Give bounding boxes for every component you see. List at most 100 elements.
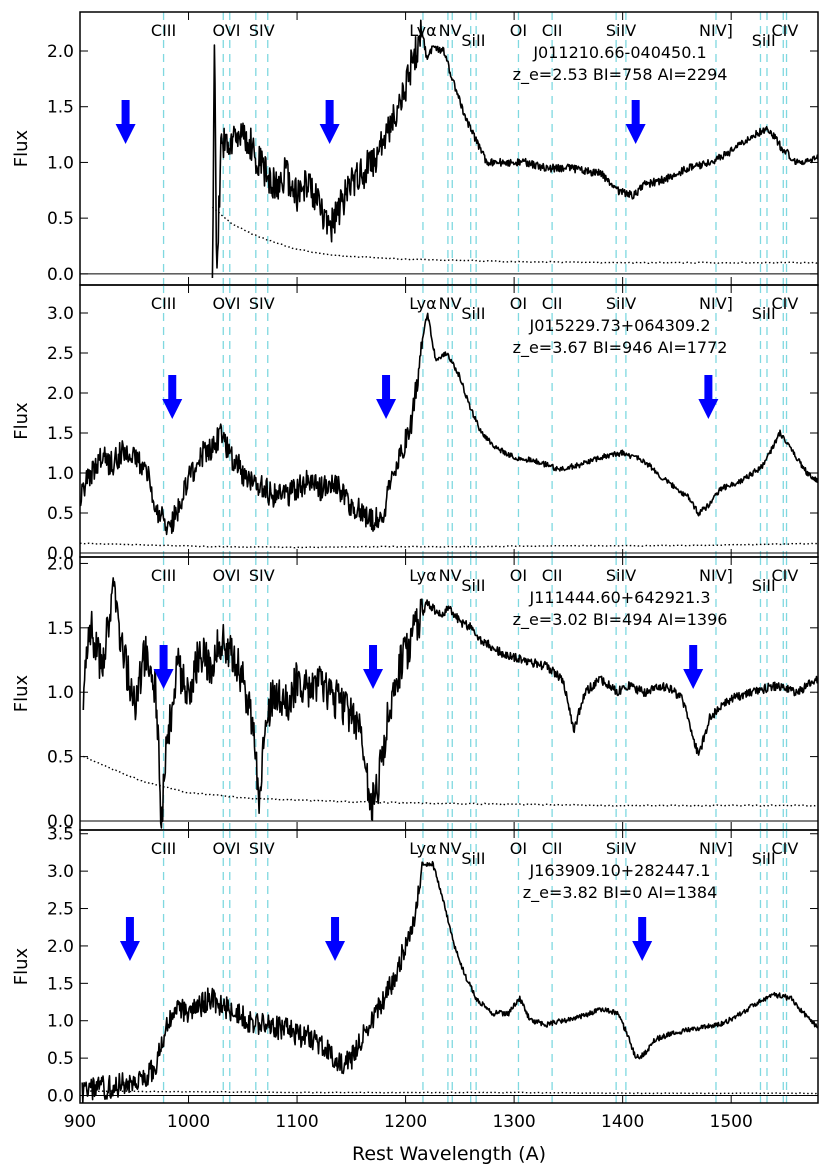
line-label: SiII	[752, 304, 776, 323]
line-label: SiIV	[606, 839, 636, 858]
object-info: z_e=3.82 BI=0 AI=1384	[523, 883, 718, 903]
flux-spectrum	[82, 577, 818, 829]
line-label: NIV]	[699, 21, 733, 40]
line-label: SiII	[752, 849, 776, 868]
y-axis-label: Flux	[11, 129, 32, 167]
y-tick-label: 3.0	[47, 304, 74, 324]
bal-arrow	[115, 100, 136, 144]
y-tick-label: 2.5	[47, 900, 74, 920]
y-axis-label: Flux	[11, 947, 32, 985]
line-label: SiIV	[606, 21, 636, 40]
line-label: Lyα	[409, 566, 436, 585]
line-label: SiII	[461, 849, 485, 868]
y-tick-label: 1.0	[47, 683, 74, 703]
line-label: OI	[510, 839, 527, 858]
line-label: OI	[510, 21, 527, 40]
line-label: OVI	[213, 566, 241, 585]
object-name: J111444.60+642921.3	[529, 588, 711, 607]
flux-spectrum	[80, 312, 818, 536]
line-label: SIV	[249, 21, 275, 40]
line-label: CII	[542, 839, 563, 858]
line-label: SiIV	[606, 566, 636, 585]
line-label: CIII	[151, 294, 176, 313]
error-spectrum	[82, 1089, 818, 1095]
line-label: CIV	[771, 294, 798, 313]
line-label: NV	[439, 566, 462, 585]
line-label: SiII	[752, 576, 776, 595]
bal-arrow	[162, 375, 183, 419]
error-spectrum	[82, 755, 818, 807]
y-tick-label: 3.0	[47, 862, 74, 882]
x-tick-label: 900	[64, 1112, 96, 1132]
object-name: J011210.66-040450.1	[532, 43, 706, 62]
panel-frame	[79, 11, 819, 286]
y-tick-label: 0.0	[47, 1087, 74, 1107]
line-label: SiII	[461, 31, 485, 50]
bal-arrow	[319, 100, 340, 144]
line-label: SiII	[752, 31, 776, 50]
y-tick-label: 1.0	[47, 153, 74, 173]
x-axis-label: Rest Wavelength (A)	[352, 1143, 546, 1165]
line-label: OVI	[213, 294, 241, 313]
x-tick-label: 1100	[275, 1112, 318, 1132]
y-tick-label: 1.5	[47, 619, 74, 639]
x-tick-label: 1300	[492, 1112, 535, 1132]
y-tick-label: 2.0	[47, 384, 74, 404]
line-label: SiII	[461, 576, 485, 595]
line-label: OVI	[213, 839, 241, 858]
y-tick-label: 0.0	[47, 544, 74, 564]
line-label: CIII	[151, 21, 176, 40]
line-label: NV	[439, 839, 462, 858]
line-label: OI	[510, 294, 527, 313]
object-info: z_e=3.67 BI=946 AI=1772	[513, 338, 728, 358]
line-label: SIV	[249, 839, 275, 858]
x-tick-label: 1500	[710, 1112, 753, 1132]
line-label: SiIV	[606, 294, 636, 313]
line-label: NV	[439, 21, 462, 40]
y-tick-label: 2.0	[47, 554, 74, 574]
object-name: J015229.73+064309.2	[529, 316, 711, 335]
panel-frame	[79, 829, 819, 1104]
y-tick-label: 2.5	[47, 344, 74, 364]
line-label: Lyα	[409, 294, 436, 313]
line-label: NV	[439, 294, 462, 313]
error-spectrum	[80, 542, 818, 549]
line-label: CII	[542, 21, 563, 40]
line-label: NIV]	[699, 839, 733, 858]
line-label: CIV	[771, 566, 798, 585]
line-label: SIV	[249, 294, 275, 313]
y-tick-label: 2.0	[47, 42, 74, 62]
line-label: CIII	[151, 566, 176, 585]
object-name: J163909.10+282447.1	[529, 861, 711, 880]
y-tick-label: 0.0	[47, 812, 74, 832]
line-label: NIV]	[699, 566, 733, 585]
y-tick-label: 1.5	[47, 974, 74, 994]
line-label: Lyα	[409, 21, 436, 40]
y-tick-label: 0.5	[47, 209, 74, 229]
y-tick-label: 0.5	[47, 1049, 74, 1069]
line-label: CIII	[151, 839, 176, 858]
bal-arrow	[625, 100, 646, 144]
object-info: z_e=2.53 BI=758 AI=2294	[513, 65, 728, 85]
y-tick-label: 1.0	[47, 1012, 74, 1032]
line-label: SIV	[249, 566, 275, 585]
line-label: CIV	[771, 839, 798, 858]
bal-arrow	[119, 917, 140, 961]
x-tick-label: 1200	[384, 1112, 427, 1132]
y-tick-label: 0.5	[47, 748, 74, 768]
error-spectrum	[211, 206, 818, 264]
y-axis-label: Flux	[11, 402, 32, 440]
y-tick-label: 1.0	[47, 464, 74, 484]
bal-arrow	[698, 375, 719, 419]
y-tick-label: 1.5	[47, 424, 74, 444]
flux-spectrum	[211, 19, 818, 279]
flux-spectrum	[81, 860, 818, 1103]
line-label: OVI	[213, 21, 241, 40]
bal-arrow	[325, 917, 346, 961]
bal-arrow	[683, 645, 704, 689]
line-label: CII	[542, 294, 563, 313]
